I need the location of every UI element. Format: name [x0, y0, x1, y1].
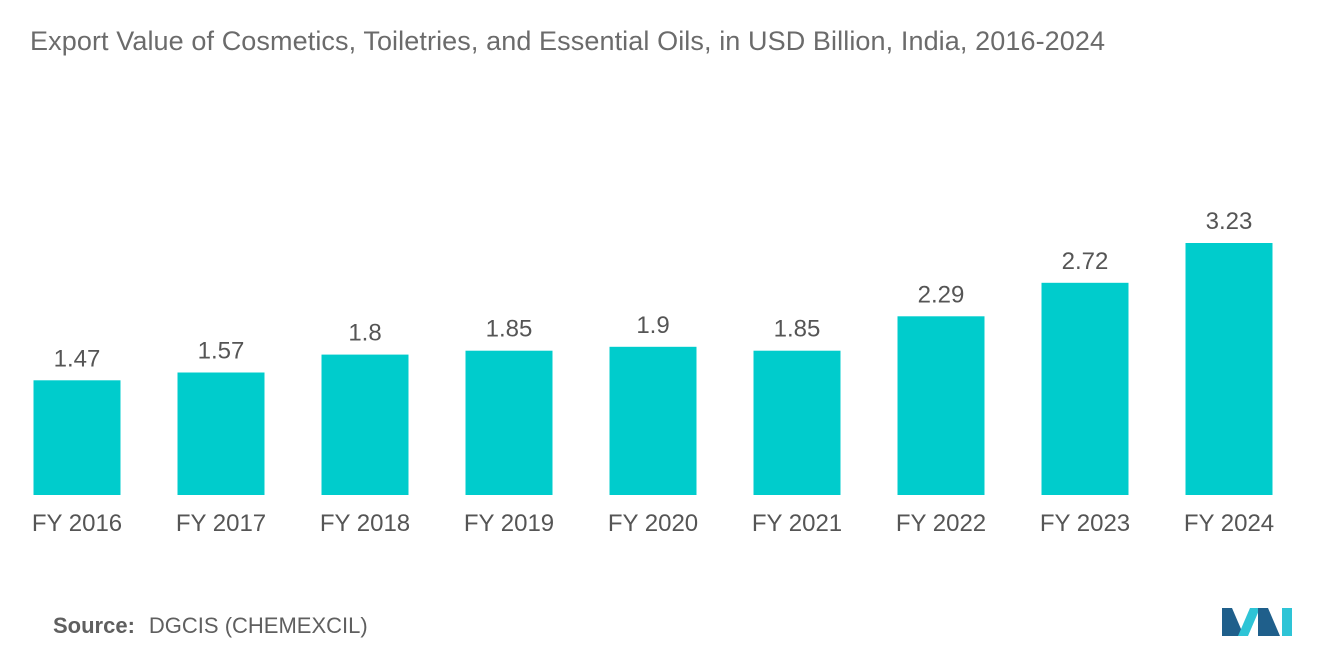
logo-left-stroke — [1222, 608, 1244, 636]
bar-fy-2017 — [177, 372, 265, 495]
bar-fy-2021 — [753, 350, 841, 495]
bar-fy-2019 — [465, 350, 553, 495]
bar-fy-2018 — [321, 354, 409, 495]
bar-chart: 1.47 1.57 1.8 1.85 1.9 1.85 2.29 2.72 3.23 FY 20… — [32, 208, 1274, 537]
value-label: 1.85 — [774, 316, 821, 343]
value-label: 2.29 — [918, 281, 965, 308]
category-label: FY 2016 — [32, 510, 122, 537]
category-labels-layer: FY 2016 FY 2017 FY 2018 FY 2019 FY 2020 FY 20… — [32, 510, 1274, 537]
chart-title: Export Value of Cosmetics, Toiletries, a… — [30, 26, 1106, 56]
source-text: DGCIS (CHEMEXCIL) — [148, 613, 368, 638]
logo-right-stroke — [1258, 608, 1280, 636]
category-label: FY 2022 — [896, 510, 986, 537]
value-label: 3.23 — [1206, 208, 1253, 235]
value-label: 1.8 — [348, 320, 381, 347]
value-label: 1.47 — [54, 345, 101, 372]
bar-fy-2020 — [609, 346, 697, 495]
value-label: 1.85 — [486, 316, 533, 343]
bar-fy-2024 — [1185, 243, 1273, 495]
source-label: Source: — [53, 613, 135, 638]
market-research-logo-icon — [1222, 608, 1292, 636]
bars-layer — [33, 243, 1273, 495]
logo-mid-stroke — [1238, 608, 1260, 636]
logo-end-stroke — [1282, 608, 1292, 636]
value-labels-layer: 1.47 1.57 1.8 1.85 1.9 1.85 2.29 2.72 3.23 — [54, 208, 1253, 372]
category-label: FY 2021 — [752, 510, 842, 537]
value-label: 1.57 — [198, 338, 245, 365]
category-label: FY 2019 — [464, 510, 554, 537]
category-label: FY 2020 — [608, 510, 698, 537]
category-label: FY 2018 — [320, 510, 410, 537]
source-note: Source: DGCIS (CHEMEXCIL) — [53, 613, 368, 639]
category-label: FY 2024 — [1184, 510, 1274, 537]
bar-fy-2023 — [1041, 282, 1129, 495]
category-label: FY 2017 — [176, 510, 266, 537]
category-label: FY 2023 — [1040, 510, 1130, 537]
bar-fy-2022 — [897, 316, 985, 495]
value-label: 1.9 — [636, 312, 669, 339]
bar-fy-2016 — [33, 380, 121, 495]
value-label: 2.72 — [1062, 248, 1109, 275]
